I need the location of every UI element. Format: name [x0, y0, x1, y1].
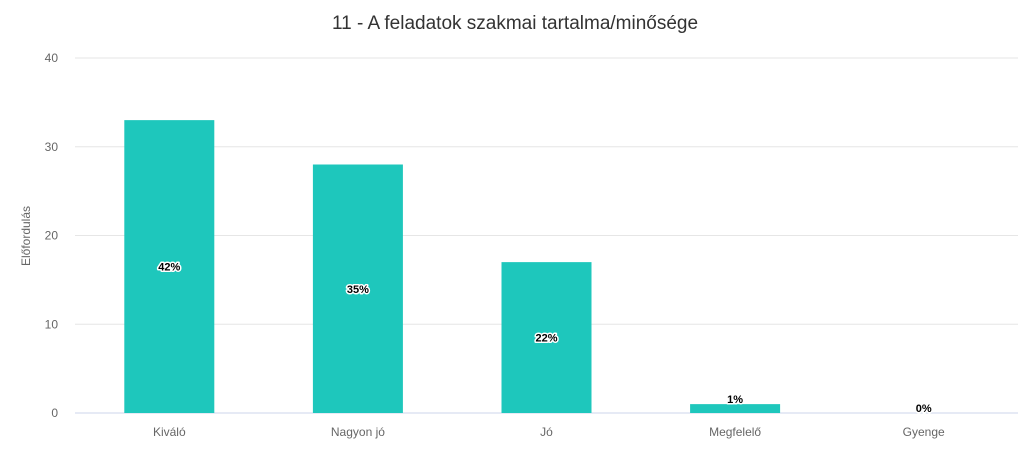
data-labels: 42% 35% 22% 1% 0%	[157, 260, 934, 416]
x-tick-label: Nagyon jó	[331, 425, 385, 439]
x-axis-ticks: Kiváló Nagyon jó Jó Megfelelő Gyenge	[153, 425, 945, 439]
y-tick-label: 20	[45, 229, 59, 243]
bar[interactable]	[312, 164, 403, 414]
bars	[124, 120, 781, 414]
data-label: 42%	[158, 262, 180, 274]
chart-title: 11 - A feladatok szakmai tartalma/minősé…	[332, 13, 698, 34]
bar[interactable]	[690, 404, 781, 413]
x-tick-label: Jó	[540, 425, 553, 439]
y-tick-label: 10	[45, 317, 59, 331]
x-tick-label: Kiváló	[153, 425, 186, 439]
data-label: 1%	[727, 394, 743, 406]
data-label: 0%	[916, 403, 932, 415]
y-tick-label: 40	[45, 51, 59, 65]
bar[interactable]	[124, 120, 215, 413]
y-tick-label: 0	[51, 406, 58, 420]
data-label: 35%	[347, 284, 369, 296]
y-tick-label: 30	[45, 140, 59, 154]
x-tick-label: Megfelelő	[709, 425, 761, 439]
bar[interactable]	[501, 262, 592, 413]
data-label: 22%	[535, 333, 557, 345]
x-tick-label: Gyenge	[903, 425, 945, 439]
y-axis-label: Előfordulás	[19, 206, 33, 266]
